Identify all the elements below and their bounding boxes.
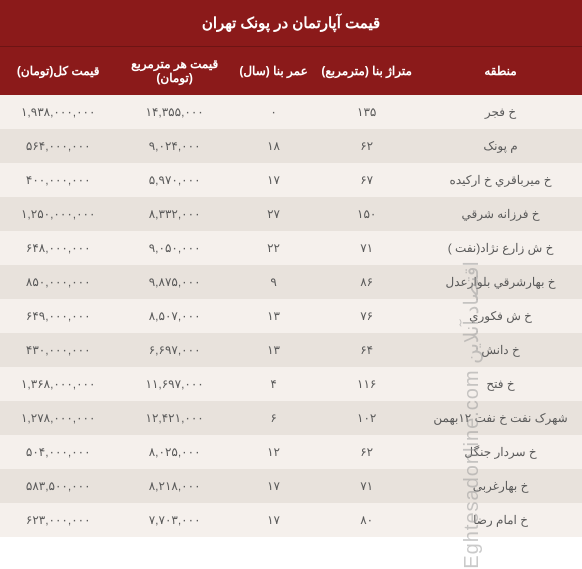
table-row: خ ش فکوري۷۶۱۳۸,۵۰۷,۰۰۰۶۴۹,۰۰۰,۰۰۰ (0, 299, 582, 333)
cell-age: ۴ (233, 367, 314, 401)
table-title: قیمت آپارتمان در پونک تهران (0, 0, 582, 47)
cell-region: خ بهارغربی (419, 469, 582, 503)
table-row: خ سردار جنگل۶۲۱۲۸,۰۲۵,۰۰۰۵۰۴,۰۰۰,۰۰۰ (0, 435, 582, 469)
price-table: قیمت آپارتمان در پونک تهران منطقه متراژ … (0, 0, 582, 537)
cell-age: ۲۲ (233, 231, 314, 265)
cell-region: خ فجر (419, 95, 582, 129)
cell-ppsm: ۱۲,۴۲۱,۰۰۰ (116, 401, 232, 435)
cell-age: ۱۷ (233, 163, 314, 197)
cell-total: ۱,۲۷۸,۰۰۰,۰۰۰ (0, 401, 116, 435)
col-total: قیمت کل(تومان) (0, 47, 116, 95)
cell-area: ۱۰۲ (314, 401, 419, 435)
col-ppsm: قیمت هر مترمربع (تومان) (116, 47, 232, 95)
cell-area: ۱۵۰ (314, 197, 419, 231)
cell-ppsm: ۷,۷۰۳,۰۰۰ (116, 503, 232, 537)
cell-region: خ امام رضا (419, 503, 582, 537)
col-age: عمر بنا (سال) (233, 47, 314, 95)
cell-area: ۶۷ (314, 163, 419, 197)
cell-age: ۹ (233, 265, 314, 299)
cell-region: خ ش فکوري (419, 299, 582, 333)
cell-region: م پونک (419, 129, 582, 163)
cell-age: ۱۳ (233, 299, 314, 333)
table-body: خ فجر۱۳۵۰۱۴,۳۵۵,۰۰۰۱,۹۳۸,۰۰۰,۰۰۰م پونک۶۲… (0, 95, 582, 537)
cell-region: خ بهارشرقي بلوارعدل (419, 265, 582, 299)
cell-area: ۶۲ (314, 435, 419, 469)
cell-total: ۱,۹۳۸,۰۰۰,۰۰۰ (0, 95, 116, 129)
cell-area: ۸۰ (314, 503, 419, 537)
cell-region: خ دانش (419, 333, 582, 367)
price-table-container: قیمت آپارتمان در پونک تهران منطقه متراژ … (0, 0, 582, 537)
table-row: خ ش زارع نژاد(نفت )۷۱۲۲۹,۰۵۰,۰۰۰۶۴۸,۰۰۰,… (0, 231, 582, 265)
table-row: خ بهارغربی۷۱۱۷۸,۲۱۸,۰۰۰۵۸۳,۵۰۰,۰۰۰ (0, 469, 582, 503)
table-row: خ فتح۱۱۶۴۱۱,۶۹۷,۰۰۰۱,۳۶۸,۰۰۰,۰۰۰ (0, 367, 582, 401)
cell-area: ۷۶ (314, 299, 419, 333)
table-row: خ امام رضا۸۰۱۷۷,۷۰۳,۰۰۰۶۲۳,۰۰۰,۰۰۰ (0, 503, 582, 537)
cell-region: خ سردار جنگل (419, 435, 582, 469)
cell-age: ۲۷ (233, 197, 314, 231)
cell-age: ۱۷ (233, 469, 314, 503)
table-row: خ فجر۱۳۵۰۱۴,۳۵۵,۰۰۰۱,۹۳۸,۰۰۰,۰۰۰ (0, 95, 582, 129)
cell-area: ۷۱ (314, 231, 419, 265)
cell-area: ۷۱ (314, 469, 419, 503)
table-row: خ بهارشرقي بلوارعدل۸۶۹۹,۸۷۵,۰۰۰۸۵۰,۰۰۰,۰… (0, 265, 582, 299)
cell-total: ۵۰۴,۰۰۰,۰۰۰ (0, 435, 116, 469)
cell-region: شهرک نفت خ نفت ۱۲بهمن (419, 401, 582, 435)
cell-total: ۱,۳۶۸,۰۰۰,۰۰۰ (0, 367, 116, 401)
cell-ppsm: ۹,۰۲۴,۰۰۰ (116, 129, 232, 163)
cell-age: ۱۳ (233, 333, 314, 367)
cell-area: ۱۳۵ (314, 95, 419, 129)
cell-total: ۵۸۳,۵۰۰,۰۰۰ (0, 469, 116, 503)
cell-ppsm: ۵,۹۷۰,۰۰۰ (116, 163, 232, 197)
table-header-row: منطقه متراژ بنا (مترمربع) عمر بنا (سال) … (0, 47, 582, 95)
col-area: متراژ بنا (مترمربع) (314, 47, 419, 95)
cell-area: ۱۱۶ (314, 367, 419, 401)
cell-ppsm: ۹,۰۵۰,۰۰۰ (116, 231, 232, 265)
cell-total: ۶۴۹,۰۰۰,۰۰۰ (0, 299, 116, 333)
cell-ppsm: ۸,۰۲۵,۰۰۰ (116, 435, 232, 469)
cell-ppsm: ۱۴,۳۵۵,۰۰۰ (116, 95, 232, 129)
cell-area: ۶۲ (314, 129, 419, 163)
col-region: منطقه (419, 47, 582, 95)
cell-ppsm: ۹,۸۷۵,۰۰۰ (116, 265, 232, 299)
cell-area: ۶۴ (314, 333, 419, 367)
table-row: خ میرباقري خ ارکیده۶۷۱۷۵,۹۷۰,۰۰۰۴۰۰,۰۰۰,… (0, 163, 582, 197)
cell-age: ۱۸ (233, 129, 314, 163)
cell-age: ۱۷ (233, 503, 314, 537)
cell-region: خ ش زارع نژاد(نفت ) (419, 231, 582, 265)
cell-total: ۴۳۰,۰۰۰,۰۰۰ (0, 333, 116, 367)
cell-total: ۴۰۰,۰۰۰,۰۰۰ (0, 163, 116, 197)
cell-ppsm: ۱۱,۶۹۷,۰۰۰ (116, 367, 232, 401)
cell-total: ۵۶۴,۰۰۰,۰۰۰ (0, 129, 116, 163)
cell-region: خ فتح (419, 367, 582, 401)
cell-age: ۶ (233, 401, 314, 435)
cell-age: ۱۲ (233, 435, 314, 469)
cell-total: ۶۴۸,۰۰۰,۰۰۰ (0, 231, 116, 265)
table-row: خ دانش۶۴۱۳۶,۶۹۷,۰۰۰۴۳۰,۰۰۰,۰۰۰ (0, 333, 582, 367)
cell-total: ۱,۲۵۰,۰۰۰,۰۰۰ (0, 197, 116, 231)
cell-ppsm: ۶,۶۹۷,۰۰۰ (116, 333, 232, 367)
table-row: م پونک۶۲۱۸۹,۰۲۴,۰۰۰۵۶۴,۰۰۰,۰۰۰ (0, 129, 582, 163)
cell-region: خ فرزانه شرقي (419, 197, 582, 231)
cell-age: ۰ (233, 95, 314, 129)
cell-ppsm: ۸,۳۳۲,۰۰۰ (116, 197, 232, 231)
cell-total: ۸۵۰,۰۰۰,۰۰۰ (0, 265, 116, 299)
cell-region: خ میرباقري خ ارکیده (419, 163, 582, 197)
cell-ppsm: ۸,۵۰۷,۰۰۰ (116, 299, 232, 333)
table-row: خ فرزانه شرقي۱۵۰۲۷۸,۳۳۲,۰۰۰۱,۲۵۰,۰۰۰,۰۰۰ (0, 197, 582, 231)
table-row: شهرک نفت خ نفت ۱۲بهمن۱۰۲۶۱۲,۴۲۱,۰۰۰۱,۲۷۸… (0, 401, 582, 435)
cell-total: ۶۲۳,۰۰۰,۰۰۰ (0, 503, 116, 537)
cell-ppsm: ۸,۲۱۸,۰۰۰ (116, 469, 232, 503)
cell-area: ۸۶ (314, 265, 419, 299)
